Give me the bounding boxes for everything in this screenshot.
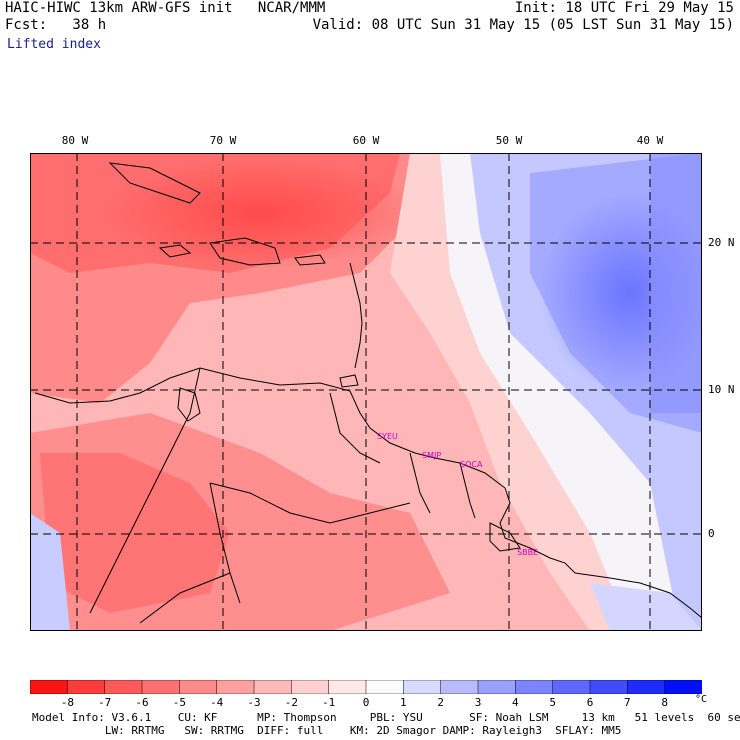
colorbar-tick-label: 5	[549, 696, 556, 709]
lon-label-60w: 60 W	[352, 134, 380, 147]
south-america-north-coast	[34, 367, 576, 574]
init-time: Init: 18 UTC Fri 29 May 15	[514, 0, 734, 16]
valid-time: Valid: 08 UTC Sun 31 May 15 (05 LST Sun …	[312, 17, 734, 33]
colorbar-swatch	[179, 680, 218, 694]
variable-name: Lifted index	[7, 37, 101, 52]
colorbar-swatch	[30, 680, 69, 694]
colorbar	[30, 680, 702, 694]
colorbar-tick-label: -6	[135, 696, 149, 709]
cuba	[108, 162, 201, 204]
colorbar-tick-label: -5	[172, 696, 186, 709]
colorbar-swatch	[365, 680, 405, 694]
lon-label-50w: 50 W	[495, 134, 523, 147]
field-red-inland	[40, 453, 230, 613]
boundary-venezuela-brazil	[209, 482, 411, 524]
grid-lines	[30, 153, 702, 631]
colorbar-swatch	[589, 680, 629, 694]
colorbar-swatch	[515, 680, 554, 694]
trinidad	[339, 374, 359, 388]
andes-boundary	[89, 367, 201, 614]
footer-model-info: Model Info: V3.6.1 CU: KF MP: Thompson P…	[32, 711, 740, 724]
colorbar-tick-label: 7	[624, 696, 631, 709]
colorbar-tick-label: 2	[437, 696, 444, 709]
boundary-venezuela-guyana	[329, 392, 381, 464]
field-blue-southwest	[30, 513, 70, 631]
lat-label-20n: 20 N	[708, 236, 735, 249]
colorbar-swatch	[403, 680, 442, 694]
colorbar-swatch	[253, 680, 293, 694]
colorbar-tick-label: 8	[661, 696, 668, 709]
footer-model-physics: LW: RRTMG SW: RRTMG DIFF: full KM: 2D Sm…	[32, 724, 622, 737]
colorbar-swatch	[552, 680, 591, 694]
jamaica	[158, 244, 192, 258]
lat-label-10n: 10 N	[708, 383, 735, 396]
coastlines	[34, 162, 702, 624]
field-blue-east-edge	[650, 153, 702, 413]
amazon-delta	[489, 522, 521, 552]
station-label: SOCA	[460, 460, 483, 469]
colorbar-tick-label: 0	[362, 696, 370, 709]
map-border	[30, 153, 702, 631]
colorbar-swatch	[291, 680, 330, 694]
colorbar-tick-label: 6	[586, 696, 594, 709]
lon-label-40w: 40 W	[636, 134, 664, 147]
colorbar-swatch	[627, 680, 666, 694]
lon-label-80w: 80 W	[61, 134, 89, 147]
colorbar-swatch	[141, 680, 181, 694]
brazil-coast	[574, 572, 702, 619]
hispaniola	[209, 237, 281, 266]
colorbar-tick-label: -4	[210, 696, 224, 709]
colorbar-tick-label: -1	[322, 696, 336, 709]
puerto-rico	[294, 254, 326, 266]
lesser-antilles	[349, 262, 363, 369]
colorbar-swatch	[104, 680, 143, 694]
colorbar-swatch	[216, 680, 255, 694]
lake-maracaibo	[177, 387, 201, 422]
colorbar-swatch	[67, 680, 106, 694]
forecast-hour: Fcst: 38 h	[5, 17, 107, 33]
field-red-core	[100, 158, 420, 268]
lat-label-0: 0	[708, 527, 715, 540]
colorbar-tick-label: -7	[98, 696, 112, 709]
station-label: SMJP	[422, 451, 442, 460]
colorbar-tick-label: 1	[400, 696, 407, 709]
colorbar-swatch	[440, 680, 479, 694]
colorbar-unit: °C	[695, 694, 708, 705]
model-title: HAIC-HIWC 13km ARW-GFS init NCAR/MMM	[5, 0, 326, 16]
colorbar-swatch	[664, 680, 702, 694]
colorbar-tick-label: -2	[284, 696, 298, 709]
colorbar-tick-label: -3	[247, 696, 261, 709]
station-label: SYEU	[377, 432, 398, 441]
colorbar-swatch	[328, 680, 367, 694]
colorbar-swatch	[477, 680, 517, 694]
colorbar-tick-label: -8	[60, 696, 74, 709]
colorbar-tick-label: 4	[512, 696, 519, 709]
boundary-colombia-brazil	[209, 482, 241, 604]
boundary-guianas	[409, 452, 476, 519]
station-label: SBBE	[517, 548, 539, 557]
field-blue-southeast	[590, 583, 702, 631]
colorbar-tick-label: 3	[474, 696, 482, 709]
lon-label-70w: 70 W	[209, 134, 237, 147]
lifted-index-map	[30, 153, 702, 631]
boundary-peru-brazil	[139, 572, 231, 624]
